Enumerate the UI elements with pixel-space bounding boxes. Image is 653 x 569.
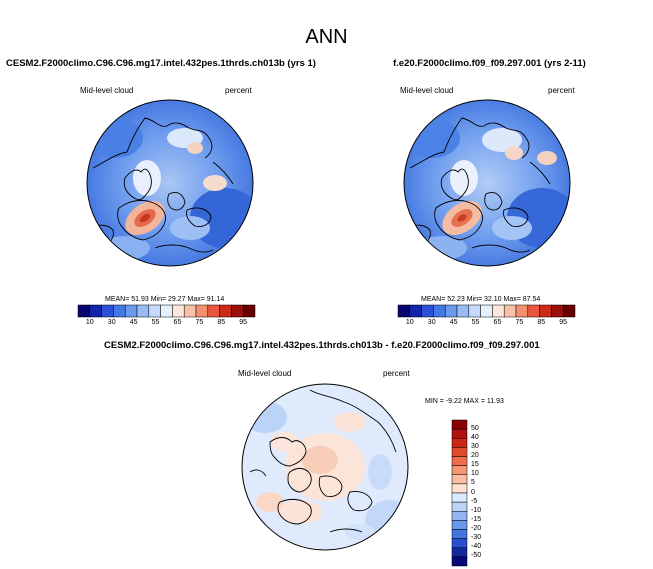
colorbar-swatch: [219, 304, 232, 318]
colorbar-tick-label: 30: [427, 319, 436, 326]
colorbar-swatch: [451, 428, 468, 439]
colorbar-swatch: [451, 547, 468, 558]
colorbar-tick-label: 20: [471, 452, 479, 459]
colorbar-swatch: [451, 492, 468, 503]
colorbar-swatch: [551, 304, 564, 318]
colorbar-tick-label: 85: [537, 319, 546, 326]
figure-title: ANN: [305, 26, 348, 48]
colorbar-tick-label: 10: [405, 319, 414, 326]
colorbar-tick-label: 45: [129, 319, 138, 326]
colorbar-tick-label: 40: [471, 433, 479, 441]
panel-2-variable-label: Mid-level cloud: [400, 86, 454, 95]
colorbar-swatch: [172, 304, 185, 318]
colorbar-tick-label: -5: [471, 497, 478, 505]
colorbar-swatch: [562, 304, 576, 318]
colorbar-swatch: [77, 304, 91, 318]
colorbar-swatch: [451, 556, 468, 567]
panel-1-colorbar: [77, 304, 256, 318]
colorbar-swatch: [136, 304, 150, 318]
panel-2-colorbar: [397, 304, 576, 318]
panel-1-units-label: percent: [225, 86, 252, 95]
colorbar-swatch: [451, 438, 468, 448]
colorbar-tick-label: 50: [471, 424, 479, 432]
panel-1-stats: MEAN= 51.93 Min= 29.27 Max= 91.14: [105, 296, 225, 303]
difference-stats: MIN = -9.22 MAX = 11.93: [425, 398, 504, 405]
colorbar-swatch: [397, 304, 411, 318]
colorbar-tick-label: -15: [471, 515, 482, 523]
difference-units-label: percent: [383, 369, 410, 378]
colorbar-swatch: [451, 465, 468, 475]
panel-2-stats: MEAN= 52.23 Min= 32.10 Max= 87.54: [421, 296, 541, 303]
colorbar-tick-label: 85: [217, 319, 226, 326]
colorbar-swatch: [195, 304, 209, 318]
panel-2-colorbar-ticks: 10 30 45 55 65 75 85 95: [398, 319, 575, 329]
colorbar-swatch: [113, 304, 126, 318]
colorbar-swatch: [451, 520, 468, 530]
colorbar-swatch: [451, 529, 468, 539]
colorbar-swatch: [124, 304, 138, 318]
panel-1-colorbar-ticks: 10 30 45 55 65 75 85 95: [78, 319, 255, 329]
difference-colorbar: [451, 419, 468, 567]
colorbar-swatch: [409, 304, 422, 318]
panel-1-title: CESM2.F2000climo.C96.C96.mg17.intel.432p…: [6, 58, 316, 69]
difference-title: CESM2.F2000climo.C96.C96.mg17.intel.432p…: [104, 340, 540, 351]
colorbar-swatch: [148, 304, 161, 318]
colorbar-swatch: [451, 483, 468, 494]
colorbar-tick-label: 10: [85, 319, 94, 326]
colorbar-swatch: [242, 304, 256, 318]
colorbar-swatch: [207, 304, 220, 318]
colorbar-tick-label: -20: [471, 525, 482, 532]
colorbar-swatch: [503, 304, 517, 318]
colorbar-swatch: [527, 304, 540, 318]
colorbar-swatch: [451, 501, 468, 512]
colorbar-swatch: [451, 419, 468, 430]
colorbar-swatch: [101, 304, 114, 318]
colorbar-tick-label: -10: [471, 506, 482, 514]
colorbar-tick-label: 65: [493, 319, 502, 326]
colorbar-swatch: [515, 304, 529, 318]
colorbar-tick-label: -30: [471, 534, 482, 542]
panel-2-units-label: percent: [548, 86, 575, 95]
colorbar-swatch: [89, 304, 102, 318]
colorbar-tick-label: 55: [151, 319, 160, 326]
colorbar-swatch: [492, 304, 505, 318]
colorbar-swatch: [468, 304, 481, 318]
panel-2-polar-map: [403, 99, 571, 267]
panel-1-polar-map: [86, 99, 254, 267]
colorbar-tick-label: 75: [515, 319, 524, 326]
colorbar-tick-label: 65: [173, 319, 182, 326]
colorbar-tick-label: 15: [471, 461, 479, 469]
colorbar-swatch: [183, 304, 197, 318]
colorbar-swatch: [451, 447, 468, 457]
colorbar-tick-label: 95: [559, 319, 568, 326]
colorbar-tick-label: 55: [471, 319, 480, 326]
colorbar-tick-label: -40: [471, 543, 482, 551]
colorbar-swatch: [421, 304, 434, 318]
colorbar-swatch: [451, 456, 468, 466]
colorbar-tick-label: 10: [471, 470, 479, 478]
colorbar-swatch: [451, 538, 468, 548]
colorbar-tick-label: 30: [107, 319, 116, 326]
colorbar-swatch: [480, 304, 493, 318]
difference-variable-label: Mid-level cloud: [238, 369, 292, 378]
difference-colorbar-ticks: 50 40 30 20 15 10 5 0 -5 -10 -15 -20 -30 -40 -50: [471, 420, 491, 566]
colorbar-swatch: [456, 304, 470, 318]
colorbar-tick-label: 95: [239, 319, 248, 326]
colorbar-swatch: [444, 304, 458, 318]
colorbar-tick-label: 75: [195, 319, 204, 326]
colorbar-swatch: [433, 304, 446, 318]
colorbar-swatch: [160, 304, 173, 318]
colorbar-tick-label: 0: [471, 488, 475, 496]
colorbar-tick-label: 45: [449, 319, 458, 326]
colorbar-swatch: [231, 304, 244, 318]
difference-polar-map: [241, 383, 409, 551]
colorbar-swatch: [451, 511, 468, 521]
panel-2-title: f.e20.F2000climo.f09_f09.297.001 (yrs 2-…: [393, 58, 586, 69]
colorbar-swatch: [539, 304, 552, 318]
colorbar-tick-label: 5: [471, 479, 475, 487]
colorbar-swatch: [451, 474, 468, 485]
colorbar-tick-label: 30: [471, 442, 479, 450]
panel-1-variable-label: Mid-level cloud: [80, 86, 134, 95]
colorbar-tick-label: -50: [471, 552, 482, 560]
